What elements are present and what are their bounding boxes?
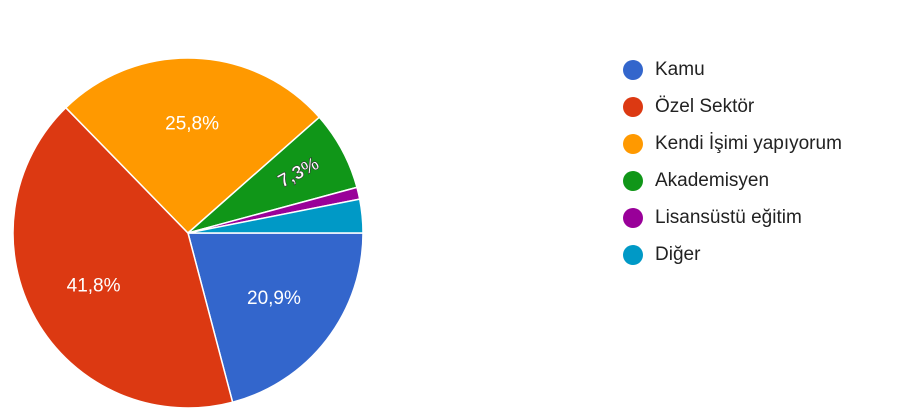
legend-label: Özel Sektör (655, 96, 755, 117)
data-label: 25,8% (165, 114, 219, 135)
legend-label: Kendi İşimi yapıyorum (655, 133, 842, 154)
pie-slice (12, 106, 234, 409)
legend-marker (623, 208, 643, 228)
data-label: 20,9% (247, 288, 301, 309)
legend-marker (623, 245, 643, 265)
legend-marker (623, 171, 643, 191)
legend-label: Diğer (655, 244, 701, 265)
legend-label: Kamu (655, 59, 705, 80)
pie-slice (64, 57, 321, 235)
legend-marker (623, 97, 643, 117)
pie-slice (187, 198, 364, 234)
legend-label: Akademisyen (655, 170, 769, 191)
data-label: 41,8% (67, 275, 121, 296)
pie-slice (187, 232, 364, 404)
legend-marker (623, 60, 643, 80)
legend-label: Lisansüstü eğitim (655, 207, 802, 228)
legend-marker (623, 134, 643, 154)
